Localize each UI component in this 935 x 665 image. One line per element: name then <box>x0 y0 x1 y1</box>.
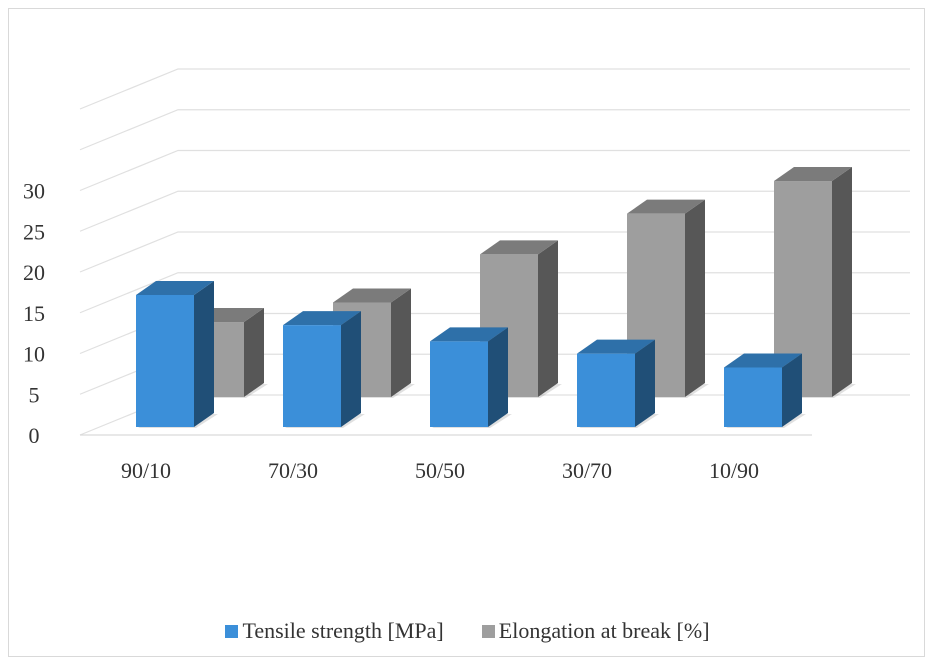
gridline <box>79 190 910 232</box>
x-axis-ticks: 90/10 70/30 50/50 30/70 10/90 <box>121 458 759 483</box>
y-tick-label: 15 <box>23 301 45 326</box>
x-tick-label: 70/30 <box>268 458 318 483</box>
y-axis-ticks: 0 5 10 15 20 25 30 <box>23 179 45 449</box>
x-tick-label: 50/50 <box>415 458 465 483</box>
y-tick-label: 5 <box>29 382 40 407</box>
legend-item-tensile: Tensile strength [MPa] <box>225 618 444 644</box>
bar-tensile <box>283 311 365 428</box>
legend-item-elongation: Elongation at break [%] <box>481 618 710 644</box>
y-tick-label: 30 <box>23 179 45 204</box>
legend-swatch-elongation <box>481 624 495 638</box>
y-tick-label: 0 <box>29 423 40 448</box>
legend-swatch-tensile <box>225 624 239 638</box>
y-tick-label: 10 <box>23 342 45 367</box>
legend-label-elongation: Elongation at break [%] <box>498 618 710 643</box>
bar-tensile <box>430 327 512 428</box>
bar-elongation <box>480 240 562 398</box>
gridline <box>79 149 910 192</box>
gridline <box>79 68 910 110</box>
bars <box>136 167 856 428</box>
legend-label-tensile: Tensile strength [MPa] <box>242 618 444 643</box>
x-tick-label: 30/70 <box>562 458 612 483</box>
bar-tensile <box>136 280 218 428</box>
bar-tensile <box>724 353 806 428</box>
x-tick-label: 10/90 <box>709 458 759 483</box>
legend: Tensile strength [MPa] Elongation at bre… <box>0 618 935 644</box>
bar-tensile <box>577 339 659 428</box>
y-tick-label: 20 <box>23 260 45 285</box>
y-tick-label: 25 <box>23 219 45 244</box>
x-tick-label: 90/10 <box>121 458 171 483</box>
gridline <box>79 109 910 151</box>
